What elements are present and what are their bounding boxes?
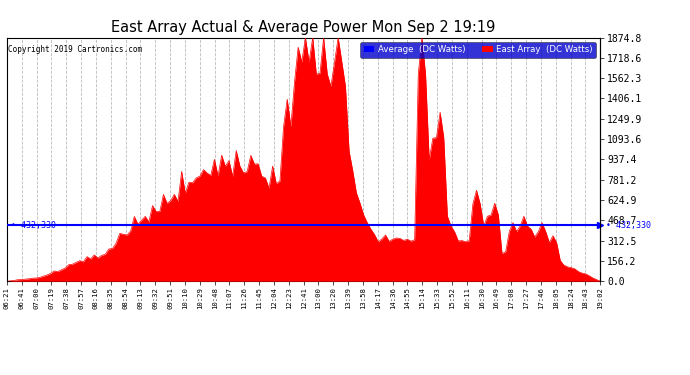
Legend: Average  (DC Watts), East Array  (DC Watts): Average (DC Watts), East Array (DC Watts… (360, 42, 596, 58)
Text: • 432,330: • 432,330 (10, 220, 55, 230)
Title: East Array Actual & Average Power Mon Sep 2 19:19: East Array Actual & Average Power Mon Se… (111, 20, 496, 35)
Text: Copyright 2019 Cartronics.com: Copyright 2019 Cartronics.com (8, 45, 142, 54)
Text: • 432,330: • 432,330 (607, 220, 651, 230)
